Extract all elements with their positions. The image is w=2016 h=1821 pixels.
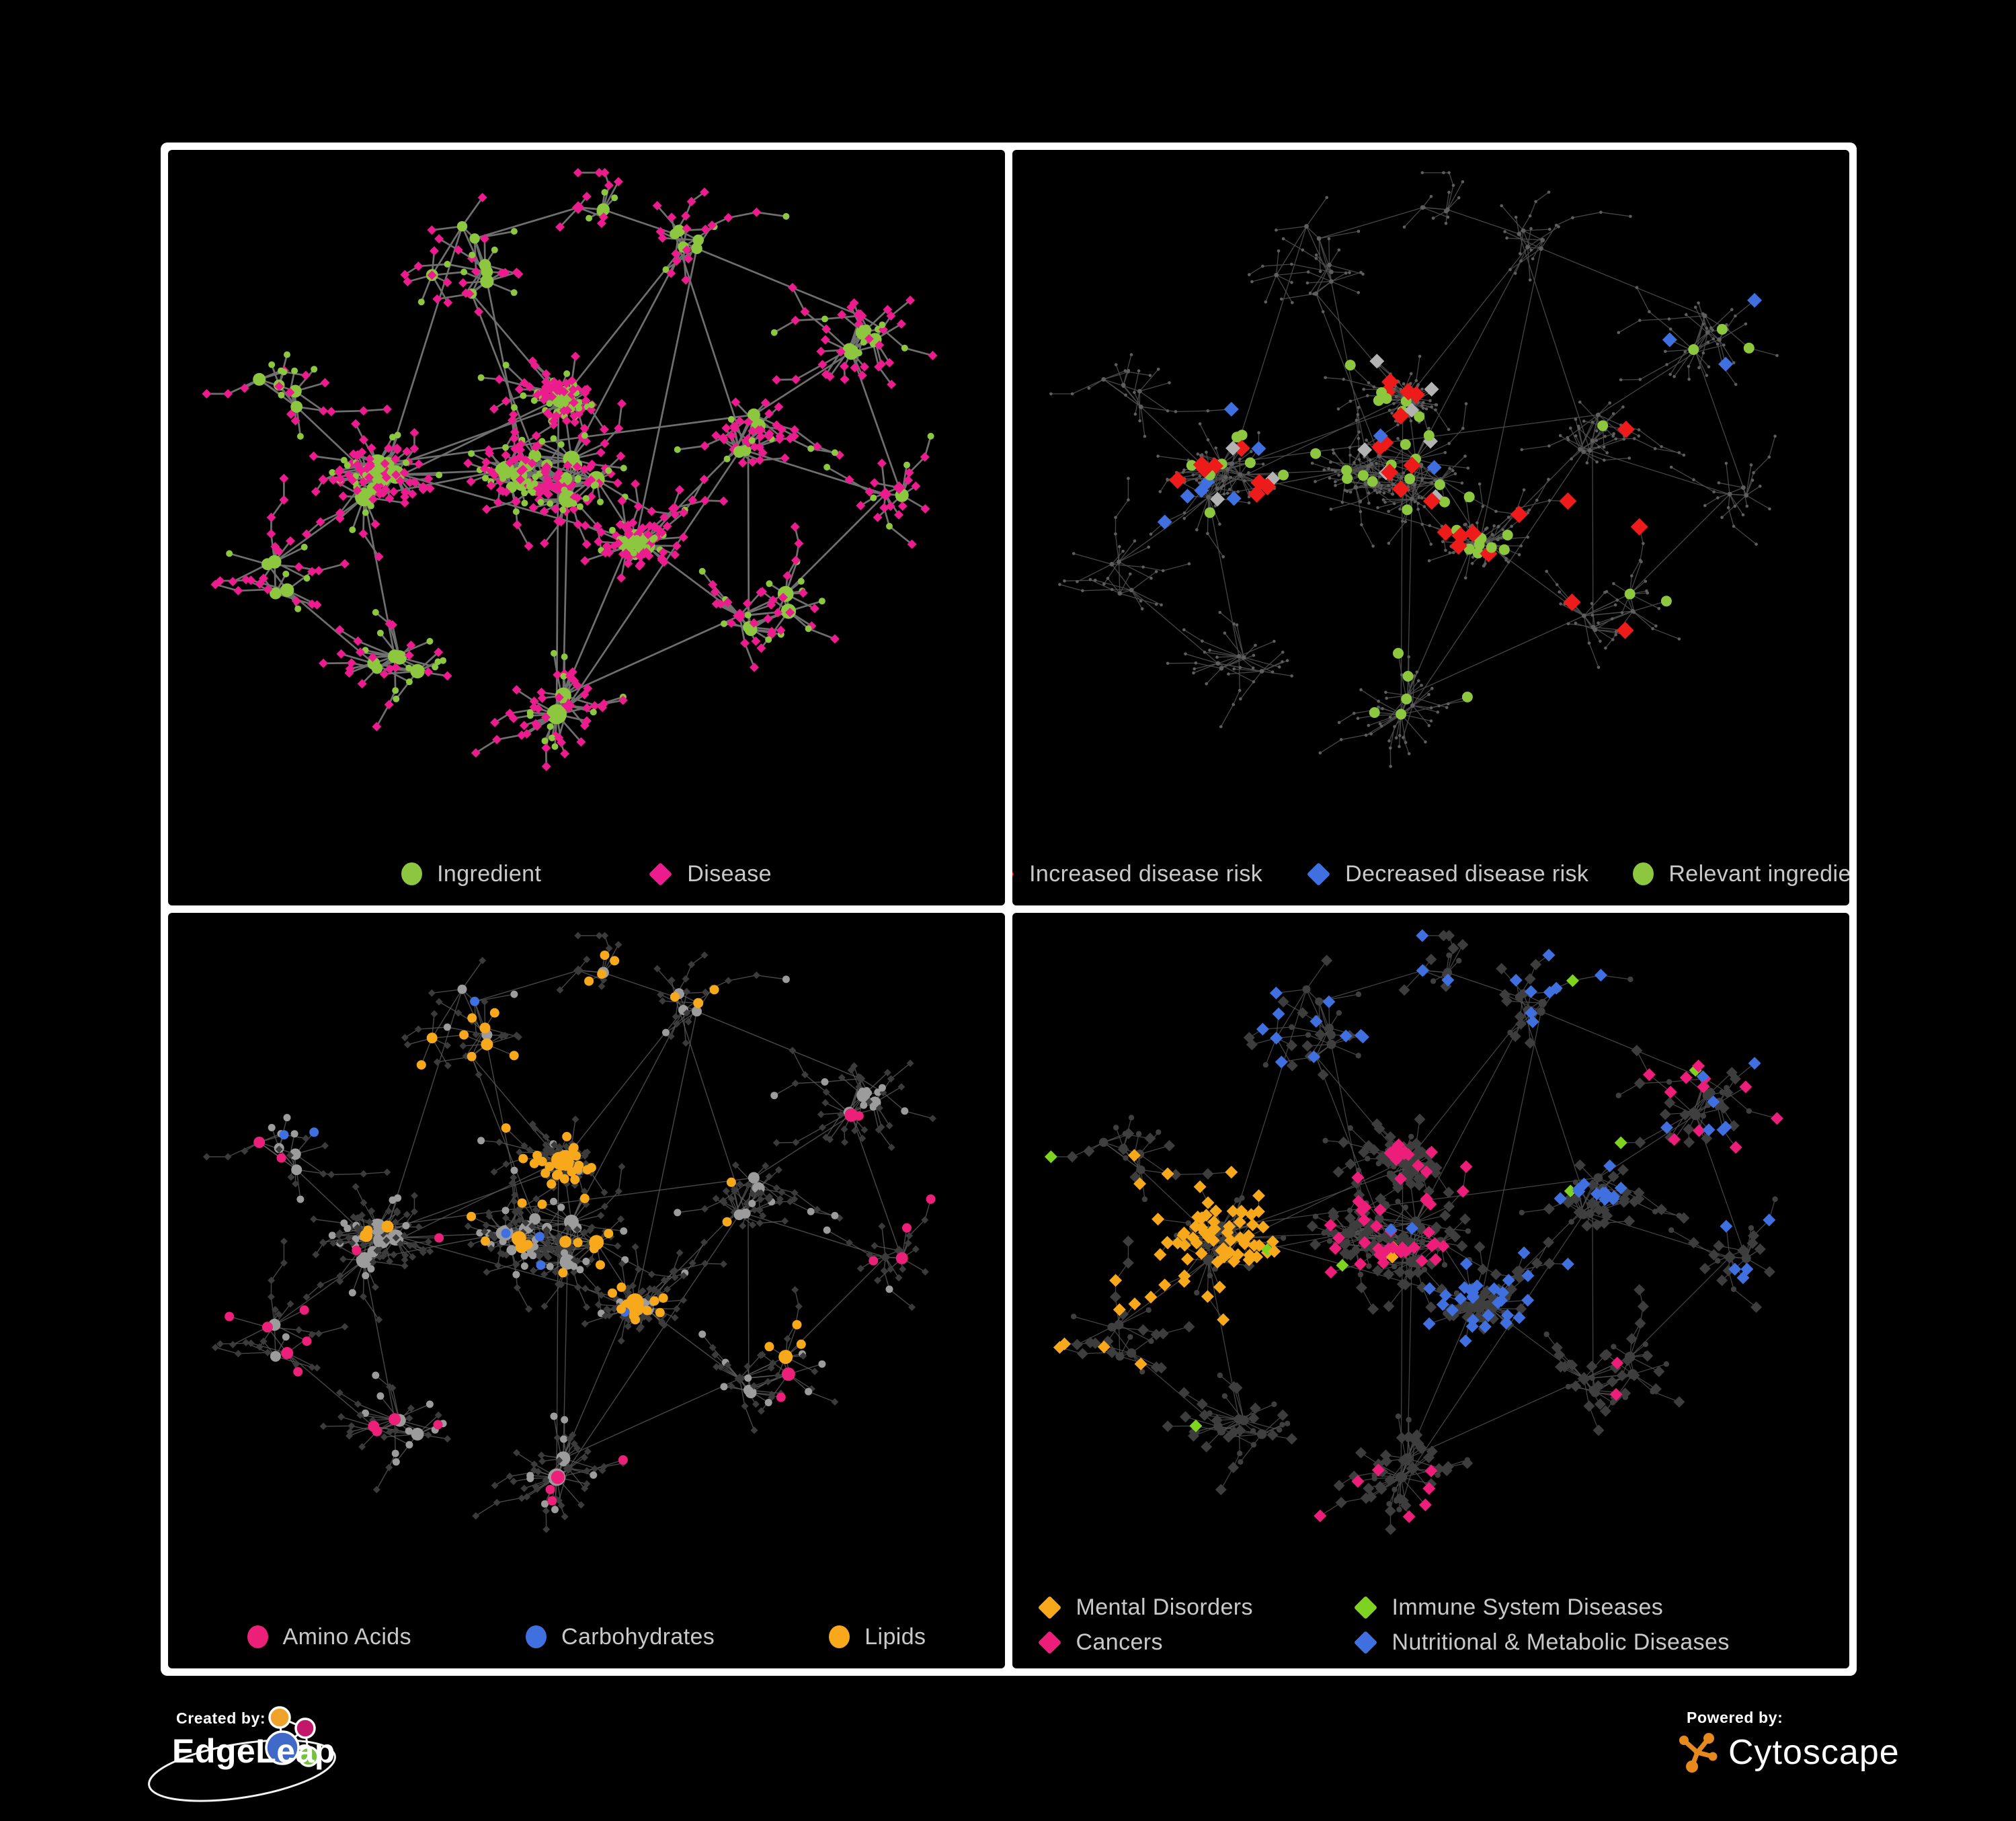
legend-label: Nutritional & Metabolic Diseases bbox=[1392, 1631, 1730, 1654]
legend-label: Ingredient bbox=[437, 862, 541, 885]
legend-label: Decreased disease risk bbox=[1345, 862, 1588, 885]
legend-label: Immune System Diseases bbox=[1392, 1596, 1664, 1619]
legend-disease-risk: Increased disease risk Decreased disease … bbox=[1012, 862, 1849, 885]
diamond-marker bbox=[649, 862, 672, 885]
panel-disease-classes: Mental Disorders Immune System Diseases Ca… bbox=[1012, 913, 1849, 1668]
cytoscape-credit: Powered by: Cytoscape bbox=[1677, 1709, 1986, 1789]
legend-label: Cancers bbox=[1076, 1631, 1163, 1654]
network-graph-ingredient-disease bbox=[168, 150, 1005, 905]
diamond-marker bbox=[1012, 862, 1014, 885]
cytoscape-wordmark: Cytoscape bbox=[1728, 1732, 1900, 1773]
legend-item-nutritional-metabolic-diseases: Nutritional & Metabolic Diseases bbox=[1354, 1631, 1824, 1654]
legend-item-relevant-ingredient: Relevant ingredient bbox=[1633, 862, 1849, 885]
diamond-marker bbox=[1353, 1595, 1377, 1619]
edgeleap-wordmark: EdgeLeap bbox=[172, 1732, 376, 1771]
panel-ingredient-disease: Ingredient Disease bbox=[168, 150, 1005, 905]
circle-marker bbox=[1633, 862, 1654, 885]
legend-label: Amino Acids bbox=[283, 1625, 411, 1648]
circle-marker bbox=[829, 1625, 850, 1648]
legend-item-carbohydrates: Carbohydrates bbox=[526, 1625, 715, 1648]
legend-label: Disease bbox=[687, 862, 772, 885]
legend-item-cancers: Cancers bbox=[1038, 1631, 1354, 1654]
legend-disease-classes: Mental Disorders Immune System Diseases Ca… bbox=[1012, 1596, 1849, 1654]
legend-item-decreased-disease-risk: Decreased disease risk bbox=[1307, 862, 1588, 885]
network-graph-disease-risk bbox=[1012, 150, 1849, 905]
legend-item-lipids: Lipids bbox=[829, 1625, 926, 1648]
legend-label: Lipids bbox=[864, 1625, 926, 1648]
legend-item-disease: Disease bbox=[649, 862, 772, 885]
legend-item-immune-system-diseases: Immune System Diseases bbox=[1354, 1596, 1824, 1619]
network-graph-compound-classes bbox=[168, 913, 1005, 1668]
cytoscape-logo-icon bbox=[1677, 1730, 1719, 1775]
legend-compound-classes: Amino Acids Carbohydrates Lipids bbox=[168, 1625, 1005, 1648]
legend-item-ingredient: Ingredient bbox=[401, 862, 541, 885]
panel-compound-classes: Amino Acids Carbohydrates Lipids bbox=[168, 913, 1005, 1668]
legend-ingredient-disease: Ingredient Disease bbox=[168, 862, 1005, 885]
legend-item-increased-disease-risk: Increased disease risk bbox=[1012, 862, 1262, 885]
legend-label: Increased disease risk bbox=[1029, 862, 1262, 885]
legend-label: Carbohydrates bbox=[561, 1625, 715, 1648]
circle-marker bbox=[247, 1625, 268, 1648]
circle-marker bbox=[526, 1625, 547, 1648]
network-figure-grid: Ingredient Disease Increased disease risk… bbox=[161, 143, 1857, 1676]
legend-label: Relevant ingredient bbox=[1668, 862, 1849, 885]
edgeleap-credit: Created by: EdgeLeap bbox=[161, 1709, 376, 1817]
circle-marker bbox=[401, 862, 422, 885]
powered-by-label: Powered by: bbox=[1687, 1709, 1986, 1727]
diamond-marker bbox=[1353, 1630, 1377, 1654]
diamond-marker bbox=[1037, 1595, 1061, 1619]
legend-item-amino-acids: Amino Acids bbox=[247, 1625, 411, 1648]
diamond-marker bbox=[1037, 1630, 1061, 1654]
network-graph-disease-classes bbox=[1012, 913, 1849, 1668]
legend-item-mental-disorders: Mental Disorders bbox=[1038, 1596, 1354, 1619]
panel-disease-risk: Increased disease risk Decreased disease … bbox=[1012, 150, 1849, 905]
diamond-marker bbox=[1307, 862, 1330, 885]
legend-label: Mental Disorders bbox=[1076, 1596, 1253, 1619]
created-by-label: Created by: bbox=[176, 1709, 376, 1728]
